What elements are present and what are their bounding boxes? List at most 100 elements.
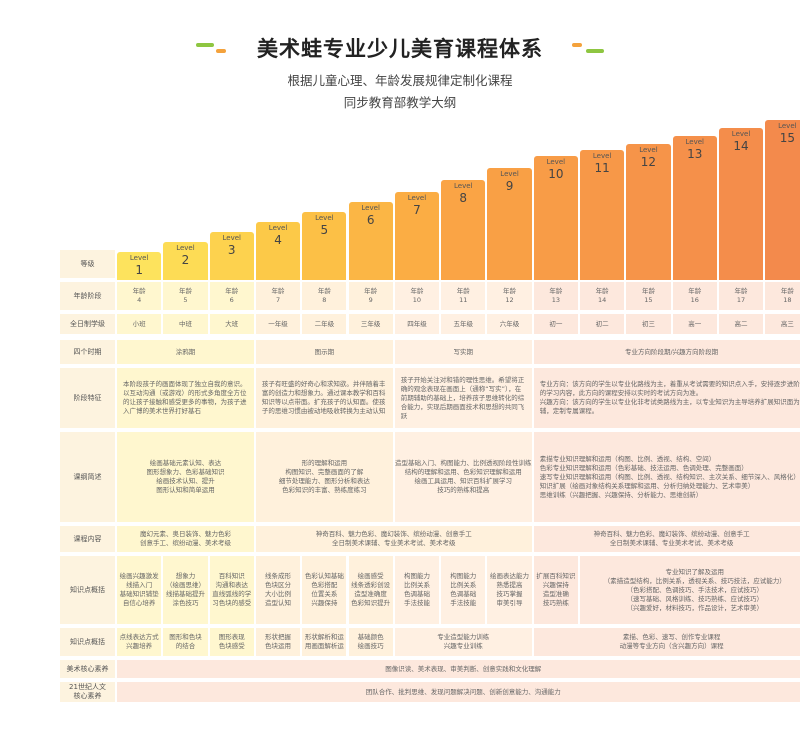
level-step-12: Level 12 (626, 144, 671, 280)
features-cell: 本阶段孩子的画面体现了独立自我的意识。以互动沟通（或游戏）的形式多角度全方位的让… (117, 368, 254, 428)
knowledge-cell: 构图能力 比例关系 色调基础 手法技能 (394, 556, 440, 624)
age-cell: 年龄 13 (533, 282, 578, 310)
level-number: 10 (548, 167, 564, 181)
level-word: Level (176, 244, 195, 252)
age-cell: 年龄 9 (348, 282, 393, 310)
level-word: Level (500, 170, 519, 178)
grade-cell: 六年级 (487, 314, 532, 334)
level-step-13: Level 13 (672, 136, 717, 280)
age-cell: 年龄 5 (163, 282, 208, 310)
ability-cell: 形状把握 色块运用 (255, 628, 301, 656)
features-cell: 孩子开始关注对和错的理性思维。希望将正确的观念表现在画面上（通称“写实”），在前… (394, 368, 532, 428)
title-deco-right-green (586, 49, 604, 53)
grade-cell: 初二 (580, 314, 625, 334)
knowledge-cell: 绘画感受 线条透彩创设 造型准确度 色彩知识提升 (348, 556, 393, 624)
age-cell: 年龄 8 (302, 282, 347, 310)
title-deco-right-orange (572, 43, 582, 47)
row-label-age: 年龄阶段 (60, 282, 115, 310)
row-label-core_art: 美术核心素养 (60, 660, 115, 678)
level-word: Level (778, 122, 797, 130)
period-cell: 写实期 (394, 340, 532, 364)
level-step-3: Level 3 (209, 232, 254, 280)
level-step-5: Level 5 (302, 212, 347, 280)
level-number: 14 (733, 139, 749, 153)
ability-cell: 专业造型能力训练 兴趣专业训练 (394, 628, 532, 656)
ability-cell: 基础颜色 绘画技巧 (348, 628, 393, 656)
content-cell: 神奇百科、魅力色彩、魔幻装饰、缤纷动漫、创意手工 全日制美术课辅、专业美术考试、… (255, 526, 532, 552)
outline-cell: 形的理解和运用 构图知识、完整画面的了解 细节处理能力、图形分析和表达 色彩知识… (255, 432, 393, 522)
knowledge-cell: 绘画兴趣激发 线描入门 基础知识铺垫 自信心培养 (117, 556, 162, 624)
title-deco-left-orange (216, 49, 226, 53)
level-number: 2 (181, 253, 190, 267)
grade-cell: 初一 (533, 314, 578, 334)
age-cell: 年龄 15 (626, 282, 671, 310)
level-number: 1 (135, 263, 143, 277)
period-cell: 图示期 (255, 340, 393, 364)
level-number: 3 (227, 243, 236, 257)
knowledge-cell: 扩展百科知识 兴趣保持 造型准确 技巧熟练 (533, 556, 578, 624)
period-cell: 专业方向阶段期/兴趣方向阶段期 (533, 340, 800, 364)
grade-cell: 初三 (626, 314, 671, 334)
knowledge-cell: 绘画表达能力 熟悉提高 技巧掌握 审美引导 (487, 556, 532, 624)
knowledge-cell: 想象力 （绘画思维） 线描基础提升 涂色技巧 (163, 556, 208, 624)
age-cell: 年龄 16 (672, 282, 717, 310)
features-cell: 孩子有旺盛的好奇心和求知欲。并伴随着丰富的创造力和想象力。通过课本教学和百科知识… (255, 368, 393, 428)
ability-cell: 形状解析和运 用画面解析运 (302, 628, 347, 656)
level-step-1: Level 1 (117, 252, 162, 280)
outline-cell: 绘画基础元素认知、表达 图形想象力、色彩基础知识 绘画技术认知、提升 图形认知和… (117, 432, 254, 522)
row-label-level: 等级 (60, 250, 115, 278)
level-number: 5 (320, 223, 329, 237)
age-cell: 年龄 7 (255, 282, 301, 310)
grade-cell: 中班 (163, 314, 208, 334)
subtitle-line-2: 同步教育部教学大纲 (343, 95, 457, 110)
level-word: Level (592, 152, 612, 160)
level-word: Level (639, 146, 658, 154)
level-number: 4 (274, 233, 282, 247)
ability-cell: 素描、色彩、速写、创作专业课程 动漫等专业方向（含兴趣方向）课程 (533, 628, 800, 656)
age-cell: 年龄 17 (718, 282, 764, 310)
page-title: 美术蛙专业少儿美育课程体系 (257, 37, 543, 61)
row-label-ability: 知识点概括 (60, 628, 115, 656)
level-word: Level (361, 204, 380, 212)
level-step-11: Level 11 (580, 150, 625, 280)
row-label-period: 四个时期 (60, 340, 115, 364)
knowledge-cell: 百科知识 沟通和表达 直线弧线的学 习色块的感受 (209, 556, 254, 624)
level-word: Level (407, 194, 427, 202)
row-label-core_21: 21世纪人文 核心素养 (60, 682, 115, 702)
age-cell: 年龄 4 (117, 282, 162, 310)
content-cell: 魔幻元素、奥日装饰、魅力色彩 创意手工、缤纷动漫、美术考级 (117, 526, 254, 552)
ability-cell: 图形表现 色块感受 (209, 628, 254, 656)
age-cell: 年龄 6 (209, 282, 254, 310)
level-number: 8 (459, 191, 468, 205)
age-cell: 年龄 18 (765, 282, 800, 310)
age-cell: 年龄 11 (441, 282, 486, 310)
level-number: 12 (640, 155, 657, 169)
level-word: Level (129, 254, 149, 262)
age-cell: 年龄 14 (580, 282, 625, 310)
grade-cell: 高一 (672, 314, 717, 334)
grade-cell: 小班 (117, 314, 162, 334)
grade-cell: 高二 (718, 314, 764, 334)
level-step-9: Level 9 (487, 168, 532, 280)
level-word: Level (222, 234, 241, 242)
level-number: 7 (413, 203, 421, 217)
outline-cell: 造型基础入门、构图能力、比例透视阶段性训练 结构的理解和运用、色彩知识理解和运用… (394, 432, 532, 522)
level-step-2: Level 2 (163, 242, 208, 280)
level-step-8: Level 8 (441, 180, 486, 280)
grade-cell: 四年级 (394, 314, 440, 334)
level-number: 13 (687, 147, 703, 161)
row-label-knowledge: 知识点概括 (60, 556, 115, 624)
row-label-features: 阶段特征 (60, 368, 115, 428)
level-number: 11 (594, 161, 610, 175)
grade-cell: 一年级 (255, 314, 301, 334)
level-step-6: Level 6 (348, 202, 393, 280)
content-cell: 神奇百科、魅力色彩、魔幻装饰、缤纷动漫、创意手工 全日制美术课辅、专业美术考试、… (533, 526, 800, 552)
subtitle-line-1: 根据儿童心理、年龄发展规律定制化课程 (287, 73, 513, 88)
knowledge-cell: 色彩认知基础 色彩搭配 位置关系 兴趣保持 (302, 556, 347, 624)
row-label-outline: 课纲简述 (60, 432, 115, 522)
outline-cell: 素描专业知识理解和运用（构图、比例、透视、结构、空间） 色彩专业知识理解和运用（… (533, 432, 800, 522)
level-step-14: Level 14 (718, 128, 764, 280)
ability-cell: 点线表达方式 兴趣培养 (117, 628, 162, 656)
title-deco-left-green (196, 43, 214, 47)
row-label-grade: 全日制学级 (60, 314, 115, 334)
